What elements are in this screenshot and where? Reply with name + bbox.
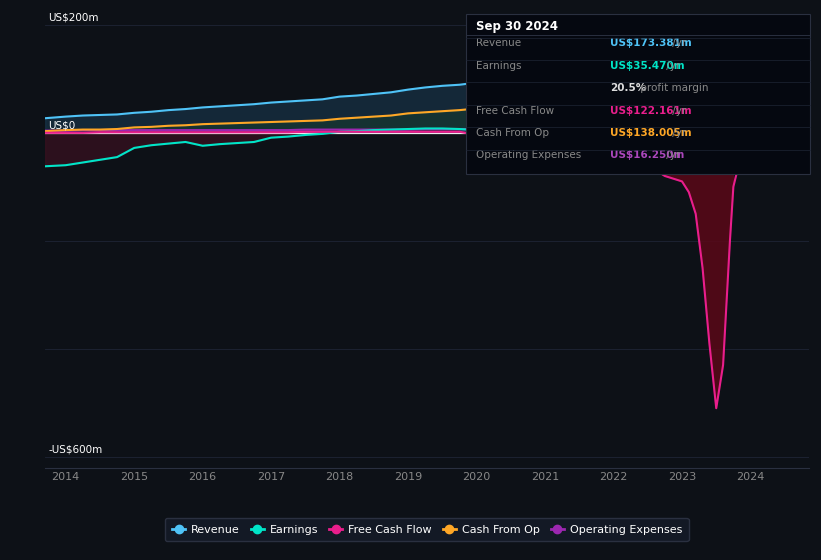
Text: US$138.005m: US$138.005m (610, 128, 691, 138)
Text: Revenue: Revenue (476, 39, 521, 49)
Text: Free Cash Flow: Free Cash Flow (476, 106, 554, 116)
Text: /yr: /yr (663, 61, 681, 71)
Text: US$122.161m: US$122.161m (610, 106, 691, 116)
Text: Cash From Op: Cash From Op (476, 128, 549, 138)
Text: US$16.250m: US$16.250m (610, 151, 685, 161)
Text: Sep 30 2024: Sep 30 2024 (476, 20, 558, 32)
Text: /yr: /yr (668, 39, 686, 49)
Text: Operating Expenses: Operating Expenses (476, 151, 581, 161)
Text: 20.5%: 20.5% (610, 83, 646, 94)
Text: US$200m: US$200m (48, 12, 99, 22)
Text: /yr: /yr (668, 128, 686, 138)
Text: US$173.381m: US$173.381m (610, 39, 692, 49)
Text: -US$600m: -US$600m (48, 445, 103, 455)
Legend: Revenue, Earnings, Free Cash Flow, Cash From Op, Operating Expenses: Revenue, Earnings, Free Cash Flow, Cash … (165, 517, 689, 542)
Text: profit margin: profit margin (636, 83, 709, 94)
Text: /yr: /yr (668, 106, 686, 116)
Text: US$0: US$0 (48, 120, 76, 130)
Text: Earnings: Earnings (476, 61, 521, 71)
Text: US$35.470m: US$35.470m (610, 61, 685, 71)
Text: /yr: /yr (663, 151, 681, 161)
